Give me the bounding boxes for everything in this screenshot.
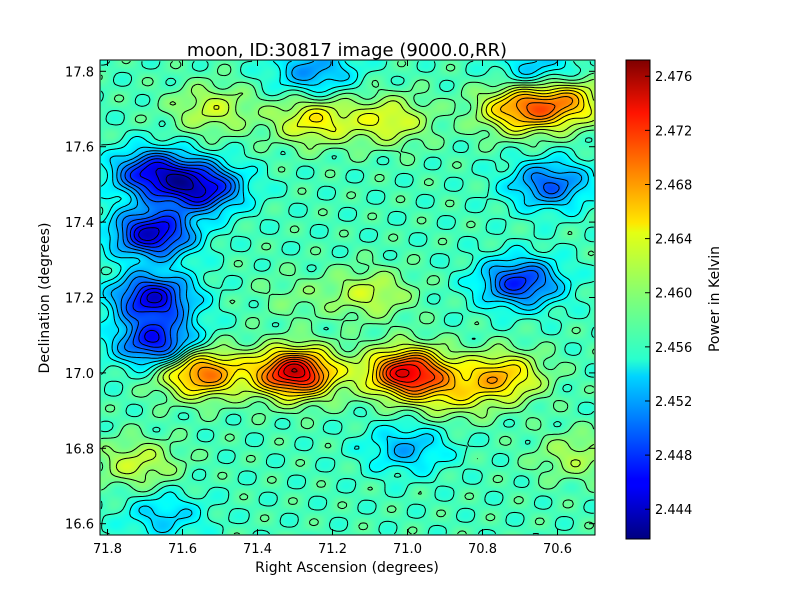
contour-lines [100,60,595,535]
colorbar-tick-label: 2.464 [655,233,692,248]
contour-line [197,96,574,395]
contour-line [133,161,219,343]
contour-line [165,173,194,191]
y-tick-label: 17.2 [65,292,94,307]
y-tick-label: 16.6 [65,518,94,533]
contour-line [100,60,595,535]
contour-line [120,152,569,356]
y-tick-label: 17.8 [65,65,94,80]
colorbar-frame [625,59,651,540]
contour-line [189,92,580,398]
x-axis: 71.8 71.6 71.4 71.2 71.0 70.8 70.6 [93,60,572,557]
x-tick-label: 71.2 [318,542,347,557]
x-tick-label: 71.6 [168,542,197,557]
colorbar-tick-label: 2.456 [655,341,692,356]
contour-line [283,363,410,379]
contour-line [102,60,589,533]
x-tick-label: 71.8 [93,542,122,557]
x-axis-label: Right Ascension (degrees) [255,560,439,576]
contour-line [277,360,421,383]
x-tick-label: 71.4 [243,542,272,557]
contour-line [129,158,527,348]
contour-line [272,358,436,388]
colorbar-tick-label: 2.468 [655,178,692,193]
colorbar-tick-label: 2.448 [655,449,692,464]
contour-line [168,87,592,406]
colorbar-tick-label: 2.444 [655,503,692,518]
colorbar-label: Power in Kelvin [707,246,723,352]
y-axis-label: Declination (degrees) [37,223,53,374]
y-tick-label: 17.4 [65,216,94,231]
chart-title: moon, ID:30817 image (9000.0,RR) [187,40,507,61]
contour-line [100,60,595,535]
contour-line [266,102,556,392]
heatmap-image [100,60,595,535]
y-tick-label: 17.0 [65,367,94,382]
y-axis: 16.6 16.8 17.0 17.2 17.4 17.6 17.8 [65,65,595,533]
contour-line [177,89,585,402]
y-tick-label: 16.8 [65,442,94,457]
colorbar-tick-label: 2.472 [655,124,692,139]
x-tick-label: 70.6 [543,542,572,557]
colorbar-tick-label: 2.460 [655,287,692,302]
contour-line [291,368,298,373]
contour-line [100,60,595,535]
colorbar: 2.444 2.448 2.452 2.456 2.460 2.464 2.468 2.472… [625,59,723,540]
colorbar-gradient [626,60,650,539]
colorbar-tick-label: 2.476 [655,70,692,85]
colorbar-tick-label: 2.452 [655,395,692,410]
plot-area [99,59,596,536]
x-tick-label: 70.8 [468,542,497,557]
contour-line [110,60,583,458]
contour-line [124,155,560,353]
y-tick-label: 17.6 [65,141,94,156]
contour-line [101,78,595,483]
contour-line [138,167,207,304]
colorbar-ticks: 2.444 2.448 2.452 2.456 2.460 2.464 2.468 2.472… [645,70,692,518]
contour-line [115,84,595,475]
x-tick-label: 71.0 [393,542,422,557]
